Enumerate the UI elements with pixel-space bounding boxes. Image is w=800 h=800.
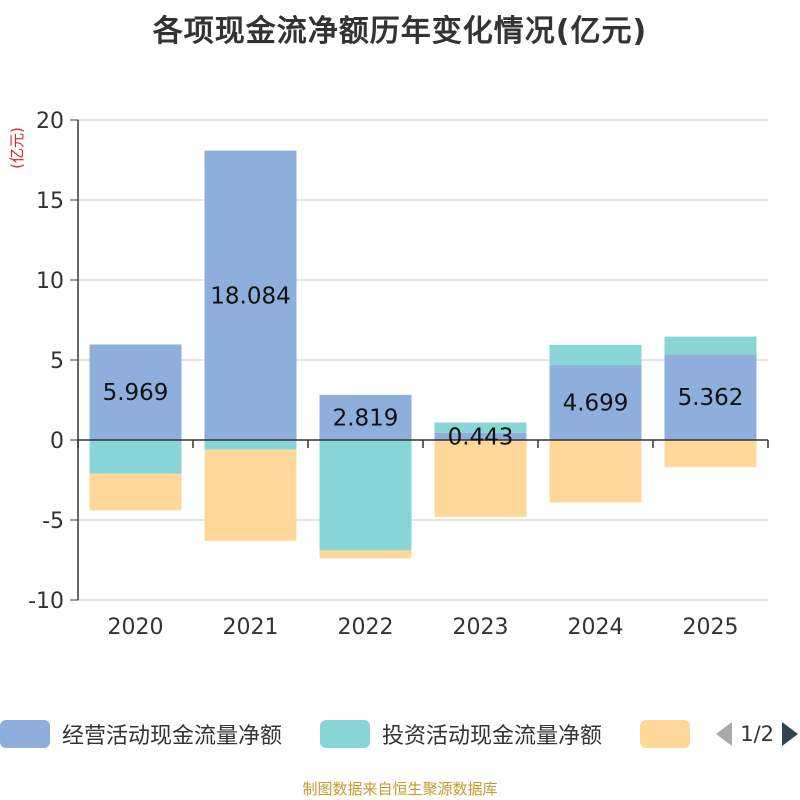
y-tick-label: 5	[50, 349, 64, 374]
legend-swatch-investing	[320, 720, 370, 748]
x-tick-label: 2021	[223, 615, 279, 640]
legend-item-financing[interactable]	[640, 718, 690, 750]
data-label-2020: 5.969	[103, 380, 169, 406]
data-label-2022: 2.819	[333, 405, 399, 431]
y-tick-label: -10	[28, 589, 64, 614]
data-label-2024: 4.699	[563, 390, 629, 416]
legend-swatch-financing	[640, 720, 690, 748]
bar-2020-series-1	[89, 440, 182, 474]
data-label-2021: 18.084	[210, 283, 290, 309]
y-tick-label: 15	[36, 189, 64, 214]
legend-swatch-operating	[0, 720, 50, 748]
source-note: 制图数据来自恒生聚源数据库	[302, 780, 498, 798]
data-labels: 5.969 18.084 2.819 0.443 4.699 5.362	[103, 283, 744, 450]
bar-2022-series-1	[319, 440, 412, 551]
y-tick-label: 10	[36, 269, 64, 294]
y-tick-label: 20	[36, 109, 64, 134]
axes: 20 15 10 5 0 -5 -10 2020 2021 2022 2023 2024 2025	[28, 109, 769, 640]
legend-page-indicator: 1/2	[740, 722, 774, 746]
bar-2022-series-2	[319, 550, 412, 559]
legend-label-operating: 经营活动现金流量净额	[62, 724, 283, 749]
data-label-2025: 5.362	[678, 385, 744, 411]
x-tick-label: 2020	[108, 615, 164, 640]
y-tick-label: -5	[42, 509, 64, 534]
bar-2024-series-0	[549, 364, 642, 440]
bar-chart: 20 15 10 5 0 -5 -10 2020 2021 2022 2023 2024 2025 5.…	[8, 109, 769, 640]
legend-label-investing: 投资活动现金流量净额	[382, 724, 603, 749]
bar-2022-series-0	[319, 394, 412, 440]
legend-prev-icon[interactable]	[714, 720, 734, 748]
bar-2025-series-2	[664, 440, 757, 468]
bar-2024-series-2	[549, 440, 642, 503]
bar-2024-series-1	[549, 344, 642, 365]
legend: 经营活动现金流量净额 投资活动现金流量净额 1/2	[0, 712, 800, 756]
legend-next-icon[interactable]	[780, 720, 800, 748]
legend-item-operating[interactable]: 经营活动现金流量净额	[0, 718, 282, 750]
data-label-2023: 0.443	[448, 424, 514, 450]
legend-pager: 1/2	[714, 720, 800, 748]
bar-2021-series-1	[204, 440, 297, 450]
y-tick-label: 0	[50, 429, 64, 454]
bar-2025-series-1	[664, 336, 757, 355]
y-axis-unit-label: (亿元)	[8, 127, 26, 169]
legend-item-investing[interactable]: 投资活动现金流量净额	[320, 718, 602, 750]
x-tick-label: 2022	[338, 615, 394, 640]
bar-2020-series-2	[89, 473, 182, 511]
bar-2023-series-2	[434, 440, 527, 517]
bar-2021-series-0	[204, 150, 297, 440]
bar-2020-series-0	[89, 344, 182, 440]
bars	[89, 150, 757, 559]
bar-2025-series-0	[664, 354, 757, 440]
x-tick-label: 2023	[453, 615, 509, 640]
x-tick-label: 2024	[568, 615, 624, 640]
bar-2023-series-1	[434, 422, 527, 433]
chart-title: 各项现金流净额历年变化情况(亿元)	[152, 14, 648, 49]
x-tick-label: 2025	[683, 615, 739, 640]
gridlines	[78, 119, 768, 601]
bar-2021-series-2	[204, 449, 297, 541]
bar-2023-series-0	[434, 432, 527, 440]
